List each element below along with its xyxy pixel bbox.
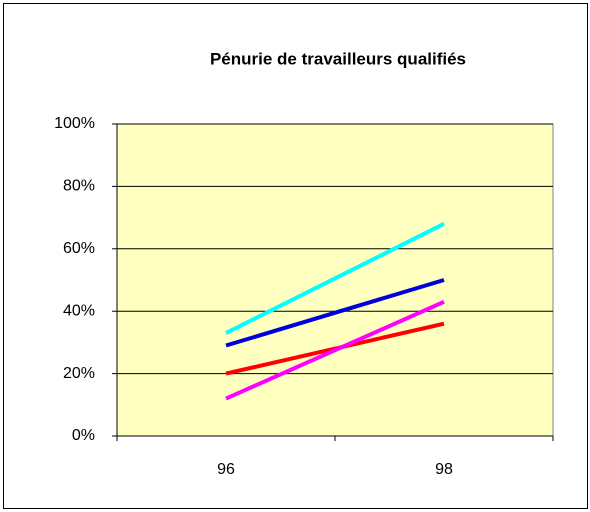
x-tick-label: 96 xyxy=(217,461,235,478)
y-tick-label: 40% xyxy=(63,302,95,319)
series-line xyxy=(225,300,445,401)
x-tick-label: 98 xyxy=(435,461,453,478)
y-tick-label: 20% xyxy=(63,365,95,382)
chart-title: Pénurie de travailleurs qualifiés xyxy=(210,49,466,68)
y-tick-label: 60% xyxy=(63,240,95,257)
y-tick-label: 100% xyxy=(54,115,95,132)
y-tick-label: 0% xyxy=(72,427,95,444)
y-tick-label: 80% xyxy=(63,178,95,195)
series-line xyxy=(225,278,445,348)
series-line xyxy=(225,222,445,335)
